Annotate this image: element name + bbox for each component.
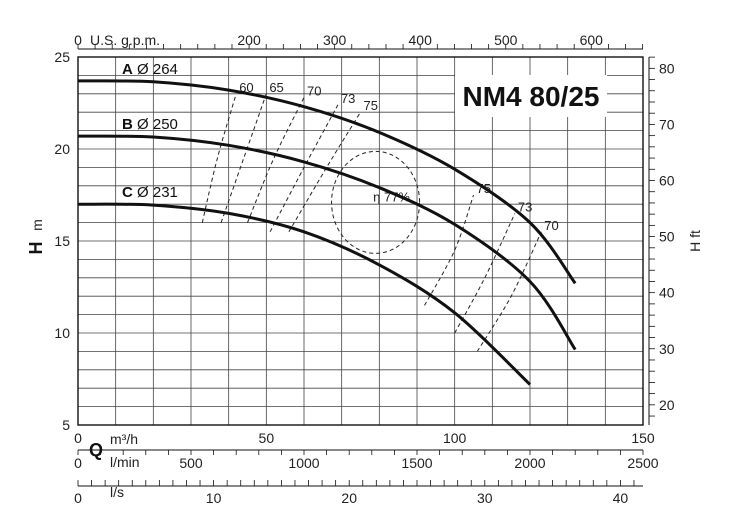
model-box [455,75,607,117]
right-tick-label: 20 [659,397,675,413]
pump-curve-b [77,134,577,351]
lmin-tick-label: 2500 [627,455,658,471]
top-tick-label: 600 [580,32,604,48]
right-axis-label: H ft [687,230,703,252]
y-tick-label: 20 [54,141,70,157]
right-tick-label: 80 [659,60,675,76]
top-axis-unit: U.S. g.p.m. [90,32,160,48]
curve-letter: A [122,61,133,78]
x-tick-label: 50 [259,430,275,446]
ls-tick-label: 30 [477,490,493,506]
pump-curve-a [77,79,577,285]
lmin-tick-label: 500 [179,455,203,471]
y-axis-unit: m [29,219,45,231]
curve-diameter: Ø 231 [133,184,178,201]
grid [77,56,644,426]
top-tick-label: 200 [237,32,261,48]
efficiency-line [269,104,339,233]
top-tick-label: 500 [494,32,518,48]
efficiency-line [424,194,474,306]
efficiency-line [220,93,267,223]
ls-tick-label: 40 [613,490,629,506]
pump-curves [77,79,577,386]
efficiency-line [247,97,305,223]
ls-axis-unit: l/s [110,484,124,500]
right-tick-label: 60 [659,173,675,189]
right-tick-label: 50 [659,229,675,245]
top-tick-label: 400 [409,32,433,48]
curve-letter: B [122,116,133,133]
curve-letter: C [122,184,133,201]
efficiency-label: 65 [269,80,283,95]
right-tick-label: 30 [659,341,675,357]
efficiency-label: 60 [239,80,253,95]
x-tick-label: 0 [74,430,82,446]
x-axis-unit: m³/h [110,431,138,447]
efficiency-line [476,231,542,352]
top-tick-label: 0 [74,32,82,48]
efficiency-label: 73 [518,199,532,214]
efficiency-label: 70 [307,83,321,98]
ls-tick-label: 0 [74,490,82,506]
right-tick-label: 40 [659,285,675,301]
y-tick-label: 5 [62,417,70,433]
plot-frame [77,56,644,426]
labels: A Ø 264 B Ø 250 C Ø 231 NM4 80/25 [122,61,607,201]
efficiency-line [201,93,237,223]
efficiency-label: 70 [544,218,558,233]
y-axis-quantity: H [26,242,46,255]
lmin-tick-label: 1500 [401,455,432,471]
pump-curve-c [77,202,532,386]
lmin-tick-label: 0 [74,455,82,471]
efficiency-line [288,111,361,233]
x-tick-label: 100 [443,430,467,446]
ls-tick-label: 20 [341,490,357,506]
lmin-tick-label: 2000 [514,455,545,471]
curve-label-a: A Ø 264 [122,61,178,78]
efficiency-label: 73 [341,91,355,106]
efficiency-label: 75 [364,98,378,113]
efficiency-peak-label: η 77% [373,189,410,204]
lmin-axis-unit: l/min [110,454,140,470]
y-tick-label: 25 [54,49,70,65]
y-tick-label: 10 [54,325,70,341]
curve-label-c: C Ø 231 [122,184,178,201]
right-tick-label: 70 [659,116,675,132]
curve-diameter: Ø 250 [133,116,178,133]
curve-diameter: Ø 264 [133,61,178,78]
y-tick-label: 15 [54,233,70,249]
curve-label-b: B Ø 250 [122,116,178,133]
efficiency-peak-ellipse [331,150,421,254]
top-tick-label: 300 [323,32,347,48]
lmin-tick-label: 1000 [288,455,319,471]
x-tick-label: 150 [631,430,655,446]
ls-tick-label: 10 [206,490,222,506]
model-label: NM4 80/25 [463,81,600,112]
